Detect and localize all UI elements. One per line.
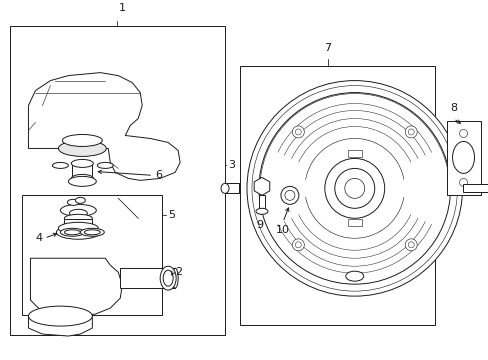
Text: 9: 9 [256, 220, 263, 230]
Circle shape [295, 242, 301, 248]
Circle shape [324, 158, 384, 218]
Bar [446, 121, 480, 195]
Ellipse shape [160, 266, 176, 290]
Circle shape [344, 179, 364, 198]
Bar [22, 195, 162, 315]
Ellipse shape [163, 270, 173, 286]
Text: 8: 8 [449, 103, 456, 113]
Text: 4: 4 [35, 233, 42, 243]
Ellipse shape [64, 214, 92, 222]
Bar [64, 219, 92, 228]
Text: 6: 6 [155, 170, 162, 180]
Bar [259, 195, 264, 211]
Circle shape [459, 130, 467, 138]
Ellipse shape [71, 174, 93, 183]
Text: 5: 5 [168, 210, 175, 220]
Bar [10, 26, 224, 335]
Polygon shape [254, 177, 269, 195]
Ellipse shape [68, 176, 96, 186]
Ellipse shape [56, 225, 100, 239]
Text: 2: 2 [175, 267, 182, 277]
Polygon shape [30, 258, 122, 316]
Text: 3: 3 [227, 161, 235, 170]
Text: 1: 1 [119, 3, 125, 13]
Circle shape [407, 129, 413, 135]
Ellipse shape [58, 222, 98, 234]
Bar [72, 163, 92, 179]
Ellipse shape [71, 159, 93, 167]
Circle shape [459, 179, 467, 186]
Circle shape [407, 242, 413, 248]
Ellipse shape [97, 162, 113, 168]
Ellipse shape [67, 199, 79, 205]
Bar [224, 183, 239, 193]
Ellipse shape [75, 197, 85, 203]
Circle shape [295, 129, 301, 135]
Ellipse shape [84, 230, 100, 235]
Ellipse shape [62, 221, 94, 231]
Ellipse shape [172, 268, 178, 288]
Text: 10: 10 [275, 225, 289, 235]
Circle shape [259, 93, 449, 284]
Bar [347, 150, 361, 157]
Ellipse shape [28, 306, 92, 326]
Circle shape [292, 126, 304, 138]
Circle shape [280, 186, 298, 204]
Ellipse shape [52, 162, 68, 168]
Ellipse shape [221, 183, 228, 193]
Circle shape [246, 81, 462, 296]
Text: 7: 7 [324, 42, 331, 53]
Circle shape [334, 168, 374, 208]
Ellipse shape [58, 140, 106, 157]
Ellipse shape [345, 271, 363, 281]
Bar [462, 184, 488, 192]
Ellipse shape [60, 204, 96, 216]
Circle shape [292, 239, 304, 251]
Ellipse shape [255, 208, 267, 214]
Ellipse shape [80, 228, 104, 236]
Circle shape [405, 239, 416, 251]
Ellipse shape [60, 228, 84, 236]
Bar [120, 268, 175, 288]
Polygon shape [28, 73, 180, 180]
Circle shape [285, 190, 294, 200]
Bar [240, 66, 434, 325]
Ellipse shape [62, 135, 102, 147]
Bar [347, 219, 361, 226]
Circle shape [405, 126, 416, 138]
Polygon shape [28, 316, 92, 336]
Ellipse shape [64, 230, 80, 235]
Ellipse shape [69, 209, 87, 217]
